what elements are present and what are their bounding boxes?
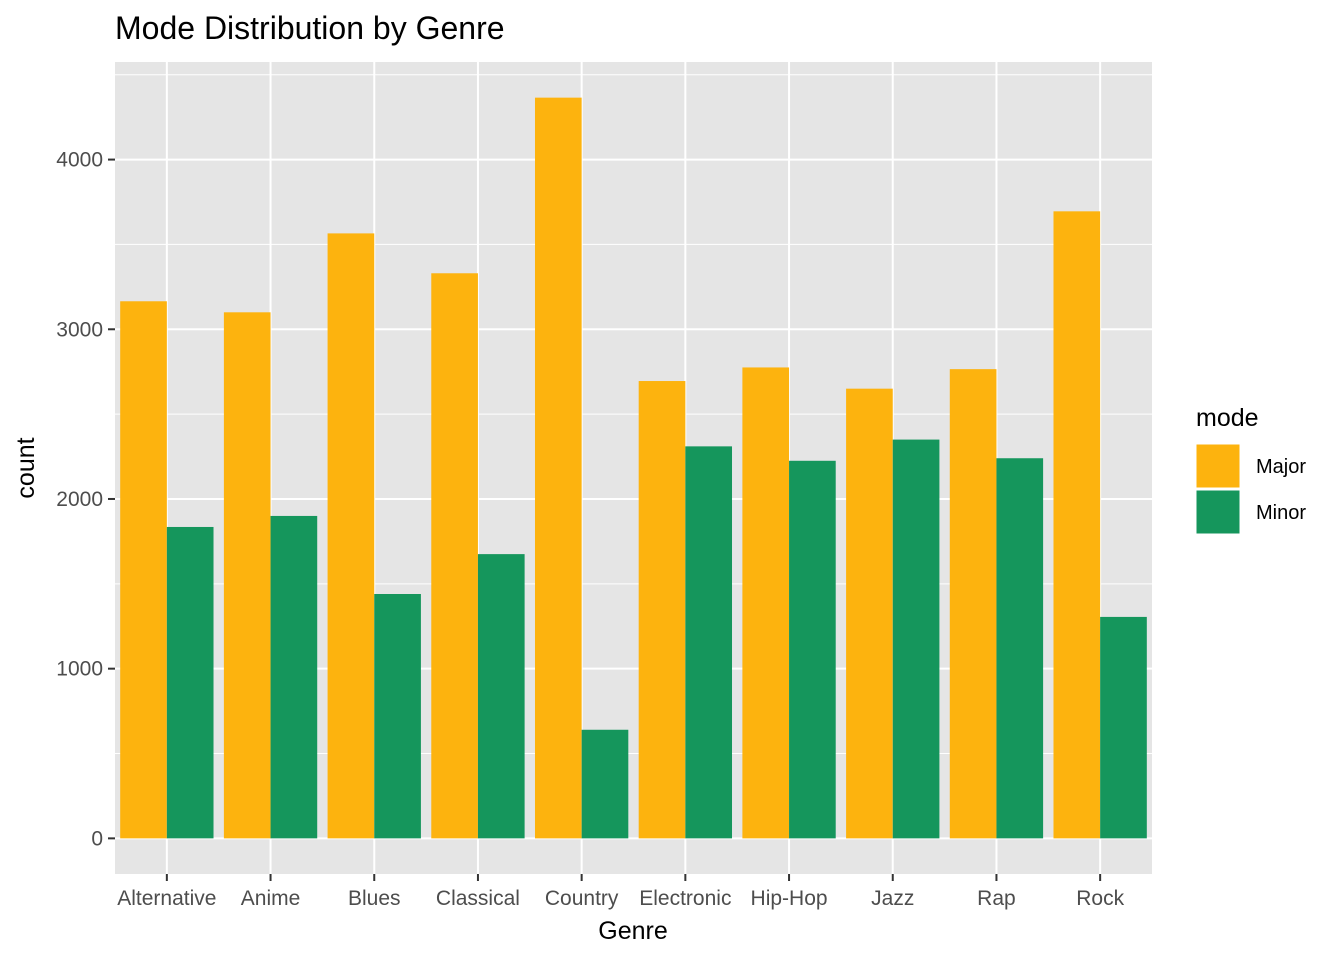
y-tick-label: 2000 (56, 488, 103, 511)
x-tick-label: Electronic (639, 887, 731, 910)
x-tick-label: Hip-Hop (751, 887, 828, 910)
bar-minor-anime (270, 515, 318, 839)
bar-minor-jazz (892, 439, 940, 839)
bar-major-rock (1053, 211, 1101, 839)
legend-key-minor (1195, 489, 1241, 535)
x-tick-label: Rap (977, 887, 1016, 910)
x-tick-label: Anime (241, 887, 301, 910)
x-axis-title: Genre (598, 917, 667, 945)
x-tick-label: Classical (436, 887, 520, 910)
x-tick-label: Jazz (871, 887, 914, 910)
bar-minor-electronic (685, 446, 733, 839)
bar-minor-hip-hop (789, 460, 836, 839)
bar-major-classical (431, 273, 478, 839)
bar-major-country (534, 97, 582, 839)
x-tick-label: Country (545, 887, 619, 910)
bar-major-jazz (846, 388, 893, 839)
y-axis-title: count (12, 437, 40, 498)
bar-minor-blues (374, 594, 421, 839)
bar-major-blues (327, 233, 375, 839)
bar-minor-rap (996, 458, 1044, 839)
bar-minor-classical (477, 554, 525, 839)
x-tick-label: Alternative (117, 887, 216, 910)
legend-title: mode (1196, 404, 1259, 432)
bar-major-electronic (638, 381, 686, 839)
legend-label-minor: Minor (1256, 502, 1306, 524)
x-tick-label: Blues (348, 887, 401, 910)
bar-major-anime (223, 312, 271, 839)
y-tick-label: 4000 (56, 149, 103, 172)
axes: 0 1000 2000 3000 4000 Alternative Anime Blues Cl… (56, 149, 1124, 910)
bar-minor-alternative (166, 526, 214, 839)
chart-title: Mode Distribution by Genre (115, 10, 505, 46)
legend-key-major (1195, 443, 1241, 489)
legend: mode Major Minor (1195, 404, 1306, 535)
bar-minor-country (581, 729, 629, 839)
x-tick-label: Rock (1076, 887, 1124, 910)
bar-major-alternative (120, 301, 167, 839)
y-tick-label: 3000 (56, 318, 103, 341)
bars (120, 97, 1147, 839)
bar-major-rap (949, 369, 997, 839)
legend-label-major: Major (1256, 456, 1306, 478)
y-tick-label: 0 (91, 827, 103, 850)
bar-minor-rock (1100, 616, 1147, 839)
y-tick-label: 1000 (56, 658, 103, 681)
bar-major-hip-hop (742, 367, 790, 839)
